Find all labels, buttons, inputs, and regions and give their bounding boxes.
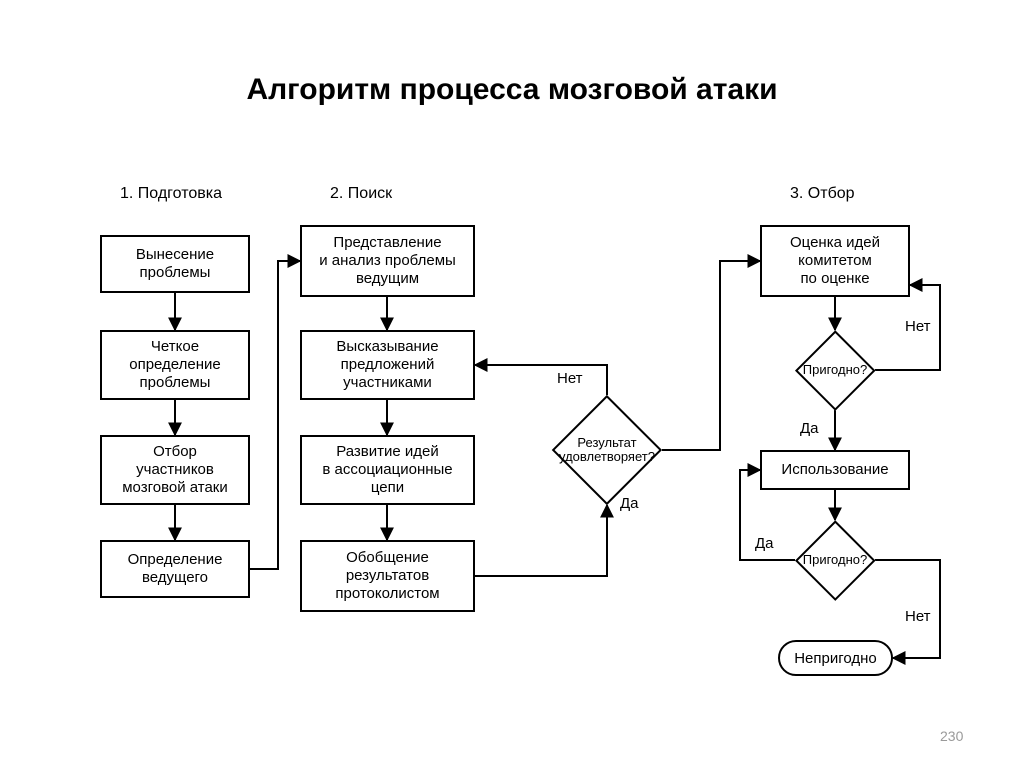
decision-diamond: Результатудовлетворяет? <box>568 411 646 489</box>
decision-diamond: Пригодно? <box>807 532 864 589</box>
section-heading: 3. Отбор <box>790 185 855 203</box>
process-box: Четкоеопределениепроблемы <box>100 330 250 400</box>
edge-label: Нет <box>905 608 931 625</box>
edge-label: Нет <box>905 318 931 335</box>
terminal-box: Непригодно <box>778 640 893 676</box>
section-heading: 2. Поиск <box>330 185 392 203</box>
process-box: Оценка идейкомитетомпо оценке <box>760 225 910 297</box>
process-box: Использование <box>760 450 910 490</box>
process-box: Определениеведущего <box>100 540 250 598</box>
process-box: Высказываниепредложенийучастниками <box>300 330 475 400</box>
flowchart-canvas: Алгоритм процесса мозговой атаки 230 1. … <box>0 0 1024 768</box>
process-box: Обобщениерезультатовпротоколистом <box>300 540 475 612</box>
process-box: Вынесениепроблемы <box>100 235 250 293</box>
page-number: 230 <box>940 728 963 744</box>
process-box: Развитие идейв ассоциационныецепи <box>300 435 475 505</box>
edge-label: Нет <box>557 370 583 387</box>
process-box: Отборучастниковмозговой атаки <box>100 435 250 505</box>
diagram-title: Алгоритм процесса мозговой атаки <box>0 73 1024 107</box>
process-box: Представлениеи анализ проблемыведущим <box>300 225 475 297</box>
edge-label: Да <box>800 420 819 437</box>
edge-label: Да <box>620 495 639 512</box>
section-heading: 1. Подготовка <box>120 185 222 203</box>
edge-label: Да <box>755 535 774 552</box>
decision-diamond: Пригодно? <box>807 342 864 399</box>
